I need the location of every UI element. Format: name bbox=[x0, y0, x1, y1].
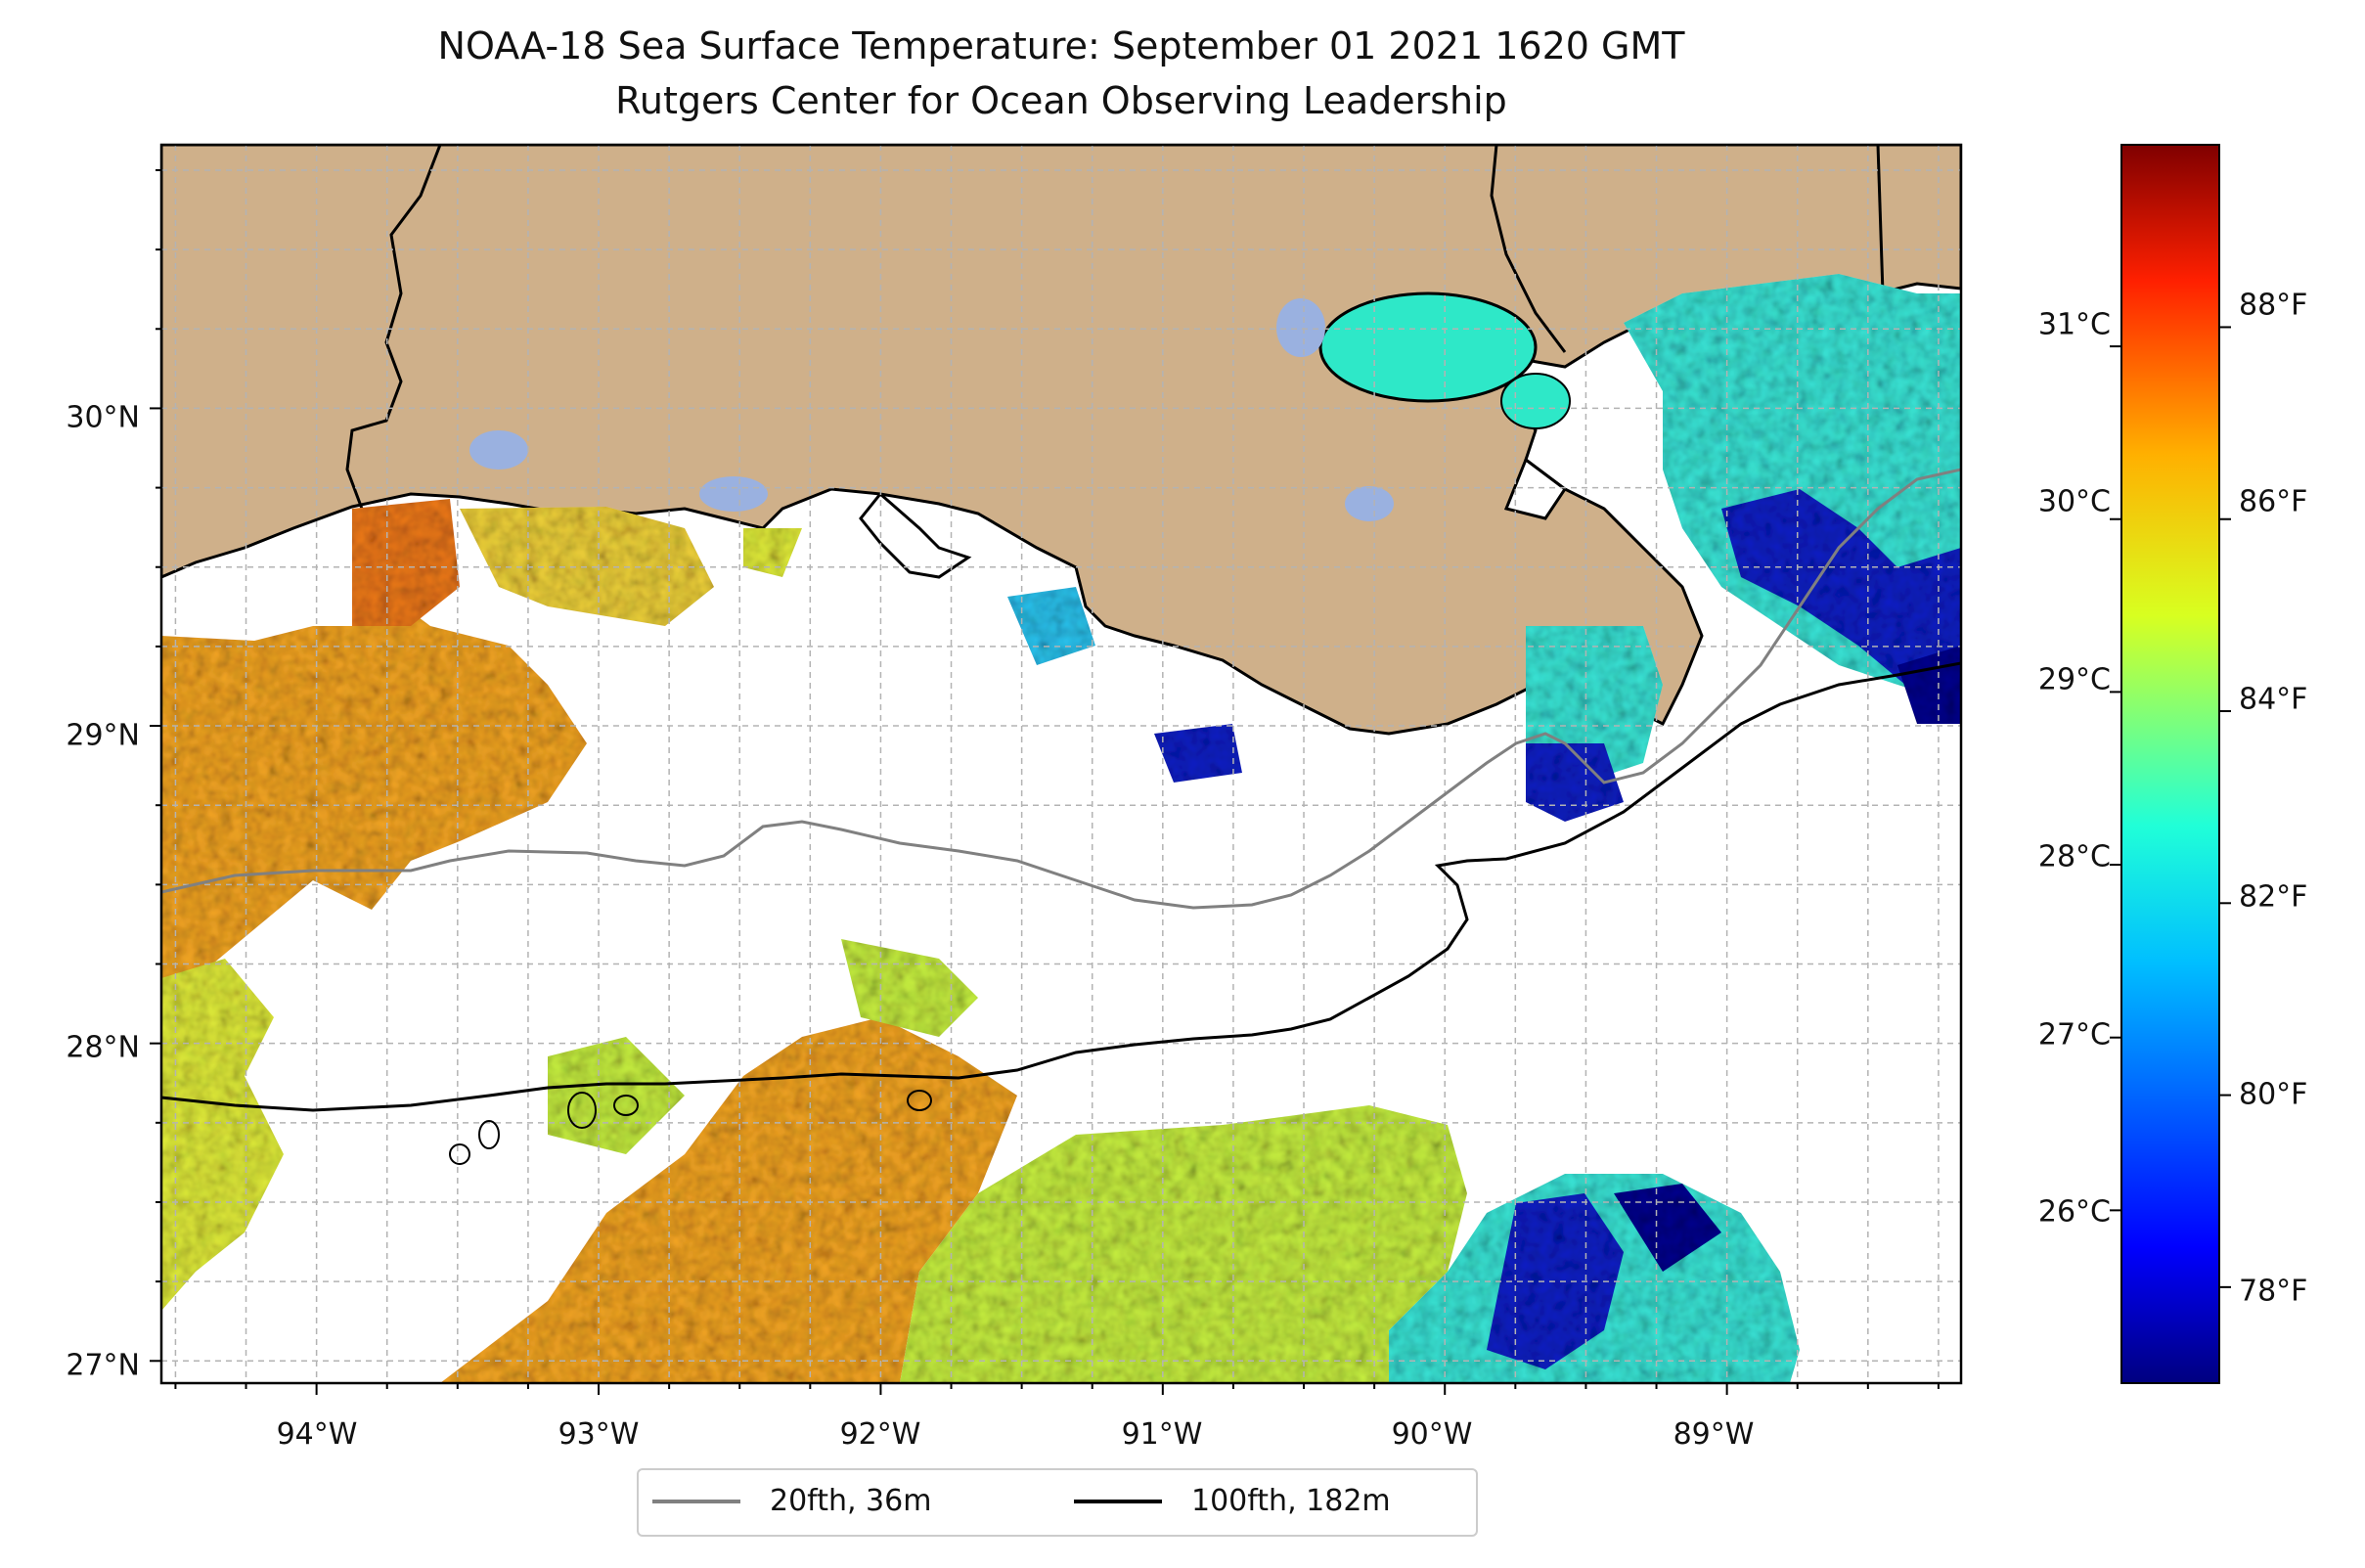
colorbar-celsius-28: 28°C bbox=[2037, 839, 2111, 874]
legend-label-100fth: 100fth, 182m bbox=[1191, 1484, 1391, 1518]
bay-shape bbox=[1503, 457, 1568, 520]
lake-pontchartrain bbox=[1318, 291, 1538, 403]
colorbar-celsius-30: 30°C bbox=[2037, 484, 2111, 519]
bay-shape bbox=[859, 491, 972, 579]
legend-item-100fth: 100fth, 182m bbox=[1074, 1484, 1391, 1518]
colorbar-fahrenheit-82: 82°F bbox=[2239, 879, 2308, 915]
colorbar-celsius-26: 26°C bbox=[2037, 1194, 2111, 1230]
legend-label-20fth: 20fth, 36m bbox=[770, 1484, 932, 1518]
lat-label-27: 27°N bbox=[66, 1348, 140, 1383]
lon-label-93: 93°W bbox=[558, 1417, 640, 1452]
map-subtitle: Rutgers Center for Ocean Observing Leade… bbox=[615, 79, 1507, 122]
state-boundary bbox=[345, 145, 442, 510]
lon-label-91: 91°W bbox=[1121, 1417, 1203, 1452]
colorbar-fahrenheit-88: 88°F bbox=[2239, 288, 2308, 323]
colorbar-celsius-31: 31°C bbox=[2037, 307, 2111, 342]
lake bbox=[469, 430, 528, 470]
colorbar-celsius-27: 27°C bbox=[2037, 1017, 2111, 1053]
colorbar-fahrenheit-86: 86°F bbox=[2239, 484, 2308, 519]
colorbar-fahrenheit-78: 78°F bbox=[2239, 1274, 2308, 1309]
colorbar bbox=[2120, 144, 2220, 1384]
lake bbox=[699, 476, 768, 512]
lon-label-92: 92°W bbox=[839, 1417, 921, 1452]
lake bbox=[1276, 298, 1325, 357]
seamount-contour bbox=[613, 1095, 639, 1116]
state-boundary bbox=[1490, 145, 1567, 353]
lon-label-94: 94°W bbox=[276, 1417, 358, 1452]
lat-label-30: 30°N bbox=[66, 400, 140, 435]
seamount-contour bbox=[449, 1143, 470, 1165]
map-frame bbox=[159, 143, 1963, 1385]
state-boundary bbox=[1876, 145, 1885, 294]
lon-label-90: 90°W bbox=[1391, 1417, 1473, 1452]
colorbar-ticks bbox=[2110, 326, 2231, 1288]
colorbar-fahrenheit-84: 84°F bbox=[2239, 682, 2308, 717]
gridlines bbox=[161, 145, 1961, 1383]
seamount-contour bbox=[478, 1120, 500, 1149]
contour-20fth bbox=[161, 468, 1961, 910]
legend-item-20fth: 20fth, 36m bbox=[652, 1484, 931, 1518]
lake-borgne bbox=[1500, 373, 1571, 429]
lat-label-29: 29°N bbox=[66, 718, 140, 753]
colorbar-fahrenheit-80: 80°F bbox=[2239, 1077, 2308, 1112]
map-title: NOAA-18 Sea Surface Temperature: Septemb… bbox=[437, 24, 1685, 67]
lon-label-89: 89°W bbox=[1673, 1417, 1755, 1452]
colorbar-celsius-29: 29°C bbox=[2037, 662, 2111, 697]
lat-label-28: 28°N bbox=[66, 1030, 140, 1065]
seamount-contour bbox=[567, 1092, 597, 1129]
seamount-contour bbox=[907, 1090, 932, 1111]
contour-legend: 20fth, 36m 100fth, 182m bbox=[637, 1468, 1478, 1537]
legend-line-20fth bbox=[652, 1499, 740, 1503]
map-ticks bbox=[150, 168, 1940, 1395]
map-area bbox=[161, 145, 1961, 1383]
sst-data-patches bbox=[161, 274, 1961, 1383]
lake bbox=[1345, 486, 1394, 521]
contour-100fth bbox=[161, 661, 1961, 1112]
legend-line-100fth bbox=[1074, 1499, 1162, 1503]
